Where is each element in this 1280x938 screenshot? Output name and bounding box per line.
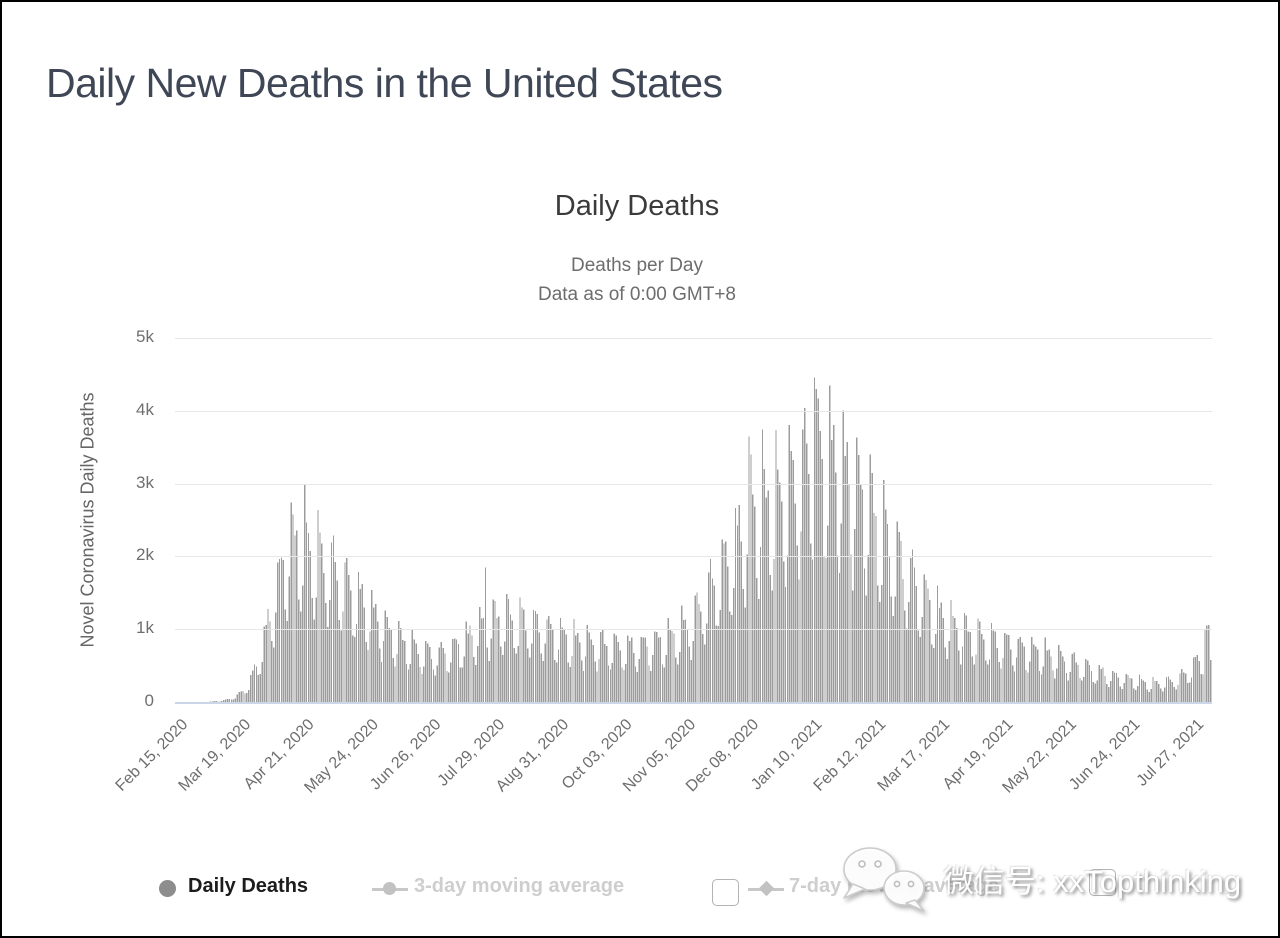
- page-title: Daily New Deaths in the United States: [46, 60, 723, 106]
- daily-deaths-bar-series[interactable]: [175, 338, 1212, 702]
- chart-subtitle-line2: Data as of 0:00 GMT+8: [537, 284, 736, 305]
- y-tick-label: 3k: [136, 472, 154, 492]
- plot-area: [175, 338, 1212, 704]
- watermark-text: 微信号: xxTopthinking: [943, 863, 1242, 899]
- y-tick-label: 5k: [136, 327, 154, 346]
- legend-checkbox-3day[interactable]: [712, 879, 739, 906]
- y-axis-title: Novel Coronavirus Daily Deaths: [77, 392, 98, 648]
- legend-item-daily-deaths[interactable]: Daily Deaths: [188, 875, 309, 897]
- y-tick-label: 4k: [136, 399, 154, 419]
- watermark: 微信号: xxTopthinking: [837, 844, 1241, 912]
- legend-checkbox-7day[interactable]: [1089, 869, 1116, 896]
- chart-title: Daily Deaths: [554, 190, 720, 222]
- x-axis-tick-labels: Feb 15, 2020 Mar 19, 2020 Apr 21, 2020 May …: [2, 708, 1278, 843]
- legend-marker-3day-dot[interactable]: [383, 882, 396, 895]
- legend-item-3day-moving-average[interactable]: 3-day moving average: [414, 875, 625, 897]
- wechat-icon: [843, 847, 925, 912]
- chart-subtitle-line1: Deaths per Day: [570, 255, 703, 276]
- y-tick-label: 1k: [136, 618, 154, 638]
- gridline: [175, 338, 1212, 339]
- y-tick-label: 0: [144, 691, 154, 710]
- y-tick-label: 2k: [136, 545, 154, 565]
- legend-marker-7day-diamond[interactable]: [758, 880, 775, 897]
- gridline: [175, 556, 1212, 558]
- gridline: [175, 410, 1212, 412]
- gridline: [175, 483, 1212, 485]
- gridline: [175, 629, 1212, 631]
- legend-marker-daily-deaths[interactable]: [159, 880, 176, 897]
